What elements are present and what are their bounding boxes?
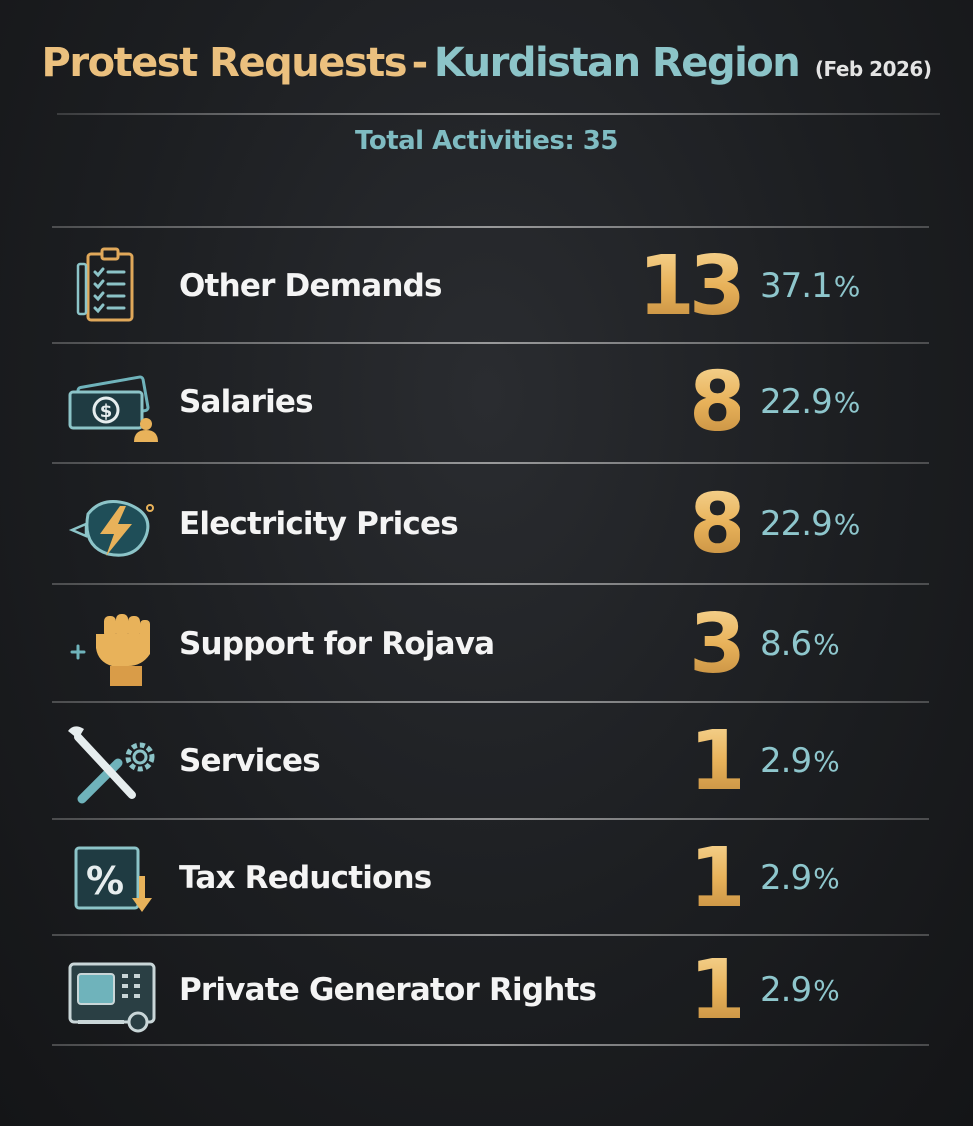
svg-text:%: % xyxy=(86,859,124,903)
item-count: 1 xyxy=(600,820,746,936)
item-count: 8 xyxy=(600,466,746,582)
list-item-services: Services 1 2.9% xyxy=(0,703,973,819)
title-divider xyxy=(57,113,940,115)
percent-value: 22.9 xyxy=(760,504,833,544)
item-percent: 37.1% xyxy=(760,228,861,344)
electricity-bolt-icon xyxy=(62,484,162,568)
percent-sign: % xyxy=(813,627,840,661)
row-divider xyxy=(52,934,929,936)
percent-sign: % xyxy=(813,744,840,778)
page-title: Protest Requests - Kurdistan Region (Feb… xyxy=(0,40,973,86)
total-activities: Total Activities: 35 xyxy=(355,126,618,156)
row-divider xyxy=(52,226,929,228)
percent-sign: % xyxy=(833,507,861,541)
item-percent: 8.6% xyxy=(760,586,840,702)
list-item-electricity-prices: Electricity Prices 8 22.9% xyxy=(0,466,973,582)
item-count: 8 xyxy=(600,344,746,460)
percent-value: 2.9 xyxy=(760,858,812,898)
percent-sign: % xyxy=(833,385,861,419)
percent-sign: % xyxy=(813,973,840,1007)
wrench-gear-icon xyxy=(62,721,162,805)
item-label: Electricity Prices xyxy=(179,506,459,542)
item-label: Tax Reductions xyxy=(179,860,432,896)
row-divider xyxy=(52,818,929,820)
percent-down-icon: % xyxy=(62,838,162,922)
row-divider xyxy=(52,462,929,464)
row-divider xyxy=(52,701,929,703)
percent-value: 2.9 xyxy=(760,741,812,781)
title-date: (Feb 2026) xyxy=(814,57,932,81)
item-label: Support for Rojava xyxy=(179,626,495,662)
list-item-other-demands: Other Demands 13 37.1% xyxy=(0,228,973,344)
row-divider xyxy=(52,342,929,344)
title-separator: - xyxy=(411,40,429,86)
item-percent: 22.9% xyxy=(760,466,861,582)
list-item-private-generator-rights: Private Generator Rights 1 2.9% xyxy=(0,932,973,1048)
percent-value: 2.9 xyxy=(760,970,812,1010)
percent-value: 8.6 xyxy=(760,624,812,664)
item-label: Other Demands xyxy=(179,268,442,304)
title-main: Protest Requests xyxy=(41,40,408,86)
svg-text:$: $ xyxy=(100,401,113,422)
item-percent: 2.9% xyxy=(760,820,840,936)
percent-value: 37.1 xyxy=(760,266,833,306)
item-percent: 22.9% xyxy=(760,344,861,460)
item-percent: 2.9% xyxy=(760,703,840,819)
raised-fist-icon xyxy=(62,604,162,688)
generator-icon xyxy=(62,950,162,1034)
clipboard-checklist-icon xyxy=(62,246,162,330)
item-percent: 2.9% xyxy=(760,932,840,1048)
item-count: 1 xyxy=(600,932,746,1048)
row-divider xyxy=(52,1044,929,1046)
list-item-support-for-rojava: Support for Rojava 3 8.6% xyxy=(0,586,973,702)
item-label: Services xyxy=(179,743,321,779)
item-count: 3 xyxy=(600,586,746,702)
item-count: 13 xyxy=(600,228,746,344)
item-count: 1 xyxy=(600,703,746,819)
title-region: Kurdistan Region xyxy=(433,40,801,86)
percent-sign: % xyxy=(833,269,861,303)
money-cash-icon: $ xyxy=(62,362,162,446)
row-divider xyxy=(52,583,929,585)
percent-value: 22.9 xyxy=(760,382,833,422)
item-label: Salaries xyxy=(179,384,314,420)
percent-sign: % xyxy=(813,861,840,895)
list-item-tax-reductions: % Tax Reductions 1 2.9% xyxy=(0,820,973,936)
list-item-salaries: $ Salaries 8 22.9% xyxy=(0,344,973,460)
item-label: Private Generator Rights xyxy=(179,972,597,1008)
